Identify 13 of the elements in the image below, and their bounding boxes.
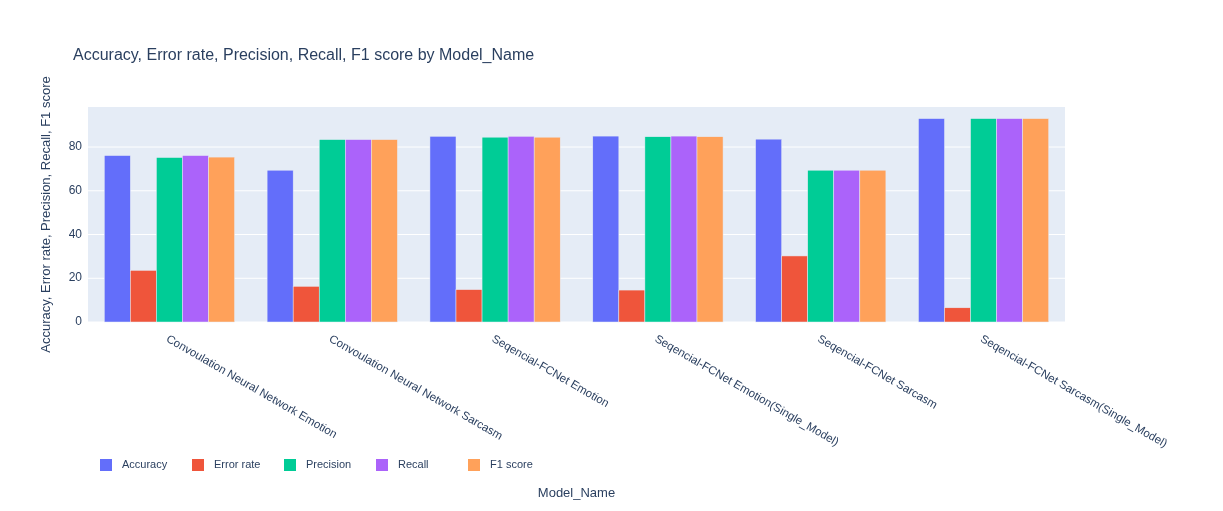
y-tick-label: 40 <box>68 226 83 241</box>
y-tick-label: 80 <box>68 139 83 154</box>
y-tick-label: 20 <box>68 270 83 285</box>
y-tick-label: 0 <box>75 314 83 329</box>
legend-label: Precision <box>306 457 352 470</box>
y-tick-label: 60 <box>68 182 83 197</box>
y-axis-title: Accuracy, Error rate, Precision, Recall, F1 score <box>38 76 53 353</box>
legend-label: Recall <box>398 457 429 470</box>
x-axis-title: Model_Name <box>537 485 616 500</box>
legend-label: Accuracy <box>122 457 168 470</box>
legend-label: F1 score <box>490 457 533 470</box>
legend-label: Error rate <box>214 457 261 470</box>
chart-title: Accuracy, Error rate, Precision, Recall, F1 score by Model_Name <box>73 46 535 64</box>
